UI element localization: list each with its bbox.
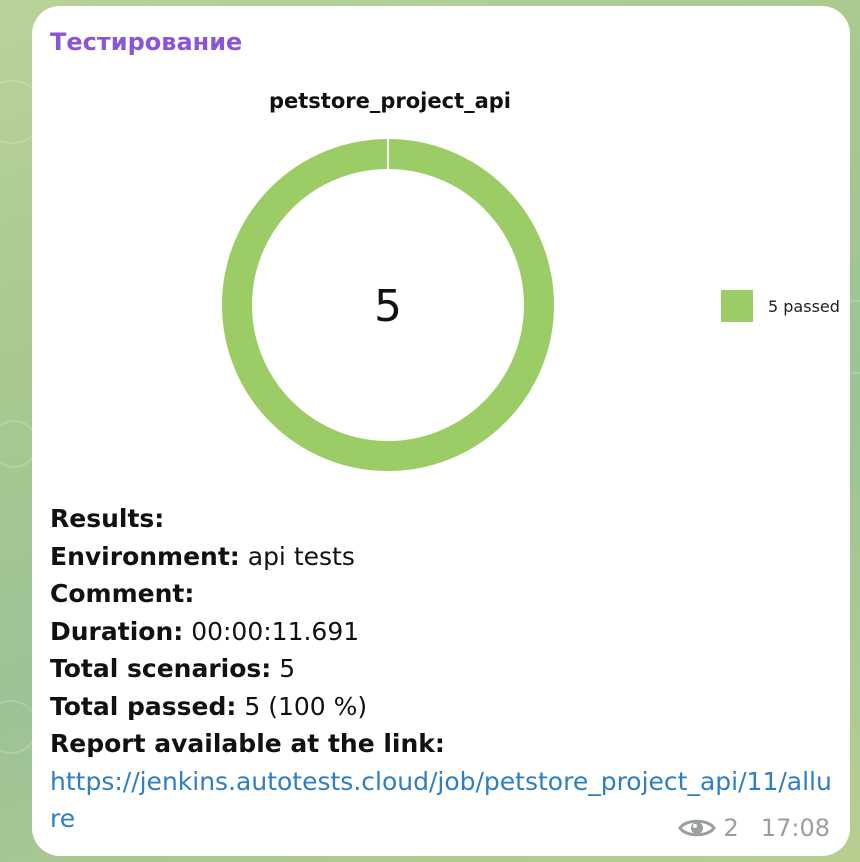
report-line-label: Report available at the link:: [50, 729, 445, 758]
legend-swatch: [721, 290, 753, 322]
report-line-value: 5: [271, 654, 296, 683]
report-line: Report available at the link:: [50, 725, 830, 763]
message-bubble[interactable]: Тестирование petstore_project_api 5 5 pass…: [32, 6, 850, 856]
report-line-label: Total scenarios:: [50, 654, 272, 683]
report-lines: Results: Environment: api tests Comment: Du…: [50, 500, 830, 763]
report-line: Results:: [50, 500, 830, 538]
report-line-value: api tests: [239, 541, 355, 571]
view-count: 2: [723, 814, 739, 842]
report-line: Duration: 00:00:11.691: [50, 613, 830, 651]
report-line-label: Duration:: [50, 616, 184, 646]
report-link[interactable]: https://jenkins.autotests.cloud/job/pets…: [50, 766, 832, 834]
message-meta: 2 17:08: [677, 814, 830, 842]
message-time: 17:08: [760, 814, 830, 842]
report-line-label: Results:: [50, 504, 165, 533]
report-line-value: 5 (100 %): [236, 691, 368, 721]
report-line: Total passed: 5 (100 %): [50, 688, 830, 726]
legend-label: 5 passed: [768, 297, 840, 316]
report-line-label: Total passed:: [50, 691, 237, 721]
report-line-label: Environment:: [50, 541, 240, 571]
report-line: Environment: api tests: [50, 538, 830, 576]
chart-title: petstore_project_api: [269, 89, 511, 113]
eye-icon: [677, 819, 716, 837]
report-line: Total scenarios: 5: [50, 650, 830, 688]
report-chart-image[interactable]: petstore_project_api 5 5 passed: [40, 68, 842, 486]
report-line-value: 00:00:11.691: [183, 616, 360, 646]
channel-name[interactable]: Тестирование: [50, 28, 243, 56]
report-line-label: Comment:: [50, 579, 195, 608]
report-line: Comment:: [50, 575, 830, 613]
chart-center-total: 5: [374, 281, 402, 332]
message-text: Results: Environment: api tests Comment: Du…: [50, 500, 832, 838]
donut-chart: petstore_project_api 5 5 passed: [222, 89, 840, 471]
